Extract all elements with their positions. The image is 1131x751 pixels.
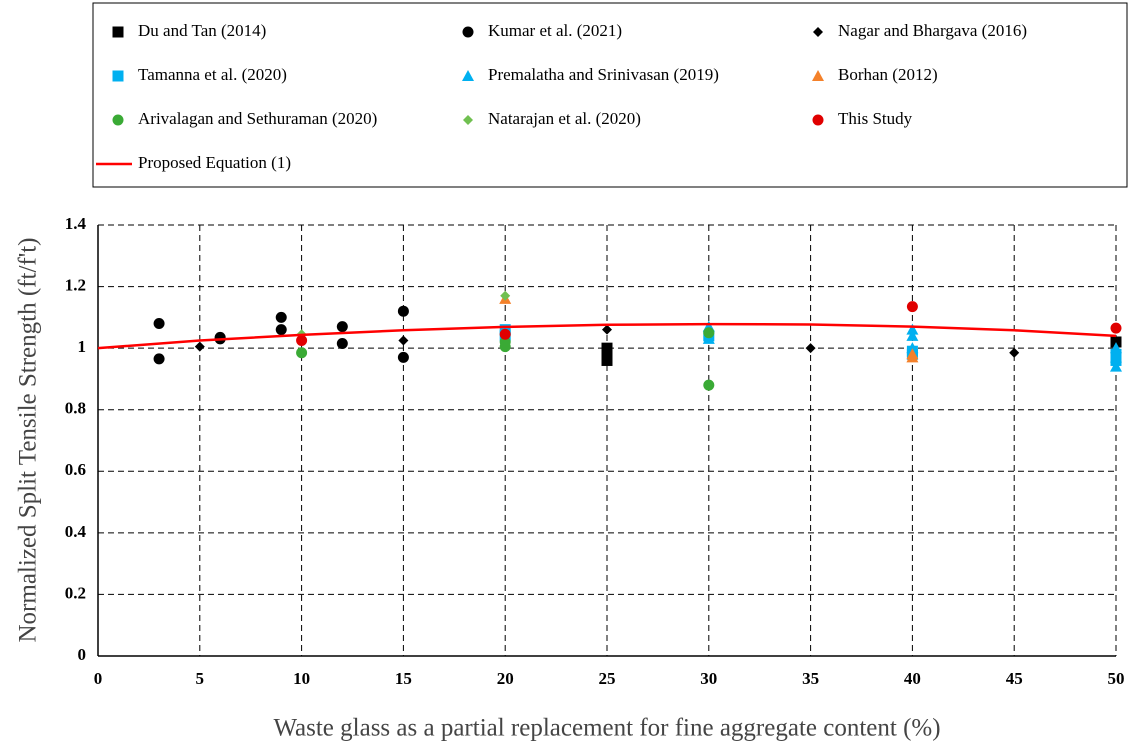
legend-box: [92, 2, 1128, 188]
point: [1009, 347, 1020, 358]
point: [1110, 336, 1122, 348]
legend-label: Proposed Equation (1): [138, 153, 291, 172]
point: [1110, 351, 1122, 363]
point: [601, 354, 613, 366]
point: [702, 332, 715, 344]
point: [906, 329, 919, 341]
y-tick-label: 1.4: [65, 214, 87, 233]
y-tick-label: 0.8: [65, 399, 86, 418]
y-tick-label: 1: [78, 337, 87, 356]
point: [336, 321, 348, 333]
x-tick-label: 35: [802, 669, 819, 688]
legend-swatch: [463, 115, 473, 125]
legend-swatch: [112, 114, 124, 126]
point: [214, 331, 226, 343]
x-tick-label: 50: [1108, 669, 1125, 688]
legend-label: Kumar et al. (2021): [488, 21, 622, 40]
point: [805, 343, 816, 354]
point: [703, 327, 715, 339]
point: [336, 338, 348, 350]
x-tick-label: 10: [293, 669, 310, 688]
x-tick-label: 20: [497, 669, 514, 688]
legend-swatch: [462, 26, 474, 38]
point: [906, 301, 918, 313]
point: [601, 342, 613, 354]
legend-label: Nagar and Bhargava (2016): [838, 21, 1027, 40]
legend-label: This Study: [838, 109, 913, 128]
point: [500, 290, 511, 301]
point: [906, 323, 919, 335]
x-axis-label: Waste glass as a partial replacement for…: [273, 715, 940, 742]
point: [499, 328, 511, 340]
x-tick-label: 5: [196, 669, 205, 688]
y-tick-label: 0.6: [65, 460, 86, 479]
point: [153, 353, 165, 365]
y-tick-label: 0.4: [65, 522, 87, 541]
point: [499, 336, 511, 348]
legend-swatch: [112, 70, 124, 82]
x-tick-label: 15: [395, 669, 412, 688]
x-tick-label: 30: [700, 669, 717, 688]
point: [275, 311, 287, 323]
point: [397, 351, 409, 363]
legend-swatch: [112, 26, 124, 38]
point: [703, 379, 715, 391]
legend-swatch: [813, 27, 823, 37]
point: [602, 324, 612, 335]
point: [601, 348, 613, 360]
equation-line: [97, 322, 1117, 350]
y-tick-label: 1.2: [65, 275, 86, 294]
point: [296, 347, 308, 359]
y-tick-label: 0: [78, 645, 87, 664]
legend-swatch: [812, 70, 824, 81]
point: [275, 324, 287, 336]
point: [906, 342, 919, 354]
legend-label: Tamanna et al. (2020): [138, 65, 287, 84]
legend-swatch: [812, 114, 824, 126]
point: [1110, 342, 1122, 354]
point: [194, 341, 205, 352]
legend-label: Borhan (2012): [838, 65, 938, 84]
point: [153, 318, 165, 330]
point: [397, 305, 409, 317]
point: [906, 351, 919, 363]
point: [398, 335, 409, 346]
x-tick-label: 25: [599, 669, 616, 688]
legend-label: Premalatha and Srinivasan (2019): [488, 65, 719, 84]
legend-swatch: [462, 70, 474, 81]
legend-label: Natarajan et al. (2020): [488, 109, 641, 128]
x-tick-label: 40: [904, 669, 921, 688]
legend-label: Arivalagan and Sethuraman (2020): [138, 109, 377, 128]
x-tick-label: 0: [94, 669, 103, 688]
y-axis-label: Normalized Split Tensile Strength (ft/f'…: [15, 238, 42, 643]
point: [296, 334, 308, 346]
legend-label: Du and Tan (2014): [138, 21, 266, 40]
x-tick-label: 45: [1006, 669, 1023, 688]
y-tick-label: 0.2: [65, 583, 86, 602]
point: [1110, 360, 1122, 372]
point: [1110, 322, 1122, 334]
